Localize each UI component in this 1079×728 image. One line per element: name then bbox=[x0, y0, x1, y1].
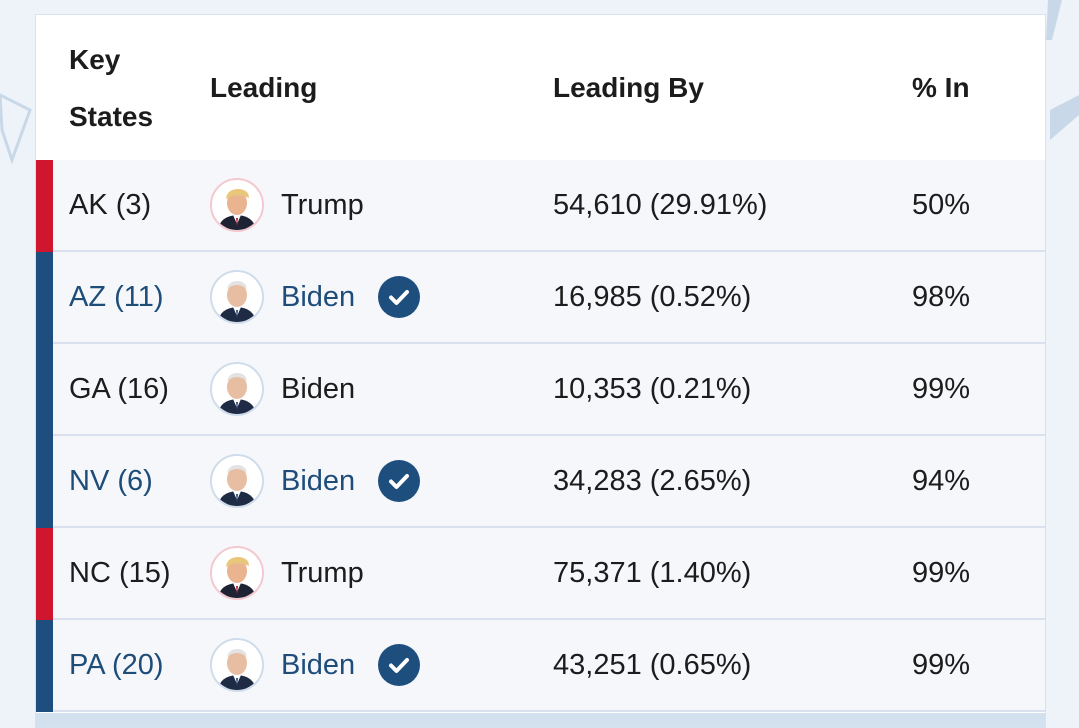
biden-avatar-icon bbox=[210, 362, 264, 416]
table-row[interactable]: AK (3) Trump 54,610 (29.91%) 50% bbox=[36, 160, 1045, 252]
trump-avatar-icon bbox=[210, 178, 264, 232]
header-percent-in: % In bbox=[912, 72, 970, 103]
candidate-name: Trump bbox=[281, 557, 364, 589]
party-color-bar bbox=[36, 436, 53, 528]
header-key-states-line1: Key bbox=[69, 44, 121, 75]
biden-avatar-icon bbox=[210, 270, 264, 324]
party-color-bar bbox=[36, 344, 53, 436]
table-row[interactable]: NV (6) Biden 34,283 (2.65%) 94% bbox=[36, 436, 1045, 528]
table-header: Key States Leading Leading By % In bbox=[36, 15, 1045, 162]
trump-avatar-icon bbox=[210, 546, 264, 600]
party-color-bar bbox=[36, 620, 53, 712]
header-key-states: Key States bbox=[69, 31, 179, 145]
percent-in-value: 99% bbox=[912, 649, 971, 681]
state-label: GA (16) bbox=[69, 373, 169, 405]
checkmark-icon bbox=[378, 644, 420, 686]
checkmark-icon bbox=[378, 276, 420, 318]
state-label[interactable]: NV (6) bbox=[69, 465, 153, 497]
table-row[interactable]: AZ (11) Biden 16,985 (0.52%) 98% bbox=[36, 252, 1045, 344]
party-color-bar bbox=[36, 160, 53, 252]
leading-by-value: 75,371 (1.40%) bbox=[553, 557, 752, 589]
party-color-bar bbox=[36, 252, 53, 344]
checkmark-icon bbox=[378, 460, 420, 502]
candidate-name[interactable]: Biden bbox=[281, 281, 356, 313]
candidate-name: Biden bbox=[281, 373, 356, 405]
state-label[interactable]: AZ (11) bbox=[69, 281, 164, 313]
header-leading-by: Leading By bbox=[553, 72, 704, 103]
percent-in-value: 99% bbox=[912, 557, 971, 589]
candidate-name[interactable]: Biden bbox=[281, 465, 356, 497]
table-footer-bar bbox=[36, 713, 1045, 727]
percent-in-value: 50% bbox=[912, 189, 971, 221]
biden-avatar-icon bbox=[210, 638, 264, 692]
state-label: AK (3) bbox=[69, 189, 152, 221]
state-label: NC (15) bbox=[69, 557, 171, 589]
percent-in-value: 98% bbox=[912, 281, 971, 313]
leading-by-value: 10,353 (0.21%) bbox=[553, 373, 752, 405]
header-key-states-line2: States bbox=[69, 101, 154, 132]
party-color-bar bbox=[36, 528, 53, 620]
percent-in-value: 94% bbox=[912, 465, 971, 497]
candidate-name[interactable]: Biden bbox=[281, 649, 356, 681]
candidate-name: Trump bbox=[281, 189, 364, 221]
leading-by-value: 43,251 (0.65%) bbox=[553, 649, 752, 681]
table-row[interactable]: NC (15) Trump 75,371 (1.40%) 99% bbox=[36, 528, 1045, 620]
biden-avatar-icon bbox=[210, 454, 264, 508]
table-row[interactable]: PA (20) Biden 43,251 (0.65%) 99% bbox=[36, 620, 1045, 712]
table-row[interactable]: GA (16) Biden 10,353 (0.21%) 99% bbox=[36, 344, 1045, 436]
key-states-table: Key States Leading Leading By % In AK (3… bbox=[35, 14, 1046, 728]
state-label[interactable]: PA (20) bbox=[69, 649, 164, 681]
header-leading: Leading bbox=[210, 72, 318, 103]
percent-in-value: 99% bbox=[912, 373, 971, 405]
leading-by-value: 16,985 (0.52%) bbox=[553, 281, 752, 313]
leading-by-value: 54,610 (29.91%) bbox=[553, 189, 768, 221]
leading-by-value: 34,283 (2.65%) bbox=[553, 465, 752, 497]
